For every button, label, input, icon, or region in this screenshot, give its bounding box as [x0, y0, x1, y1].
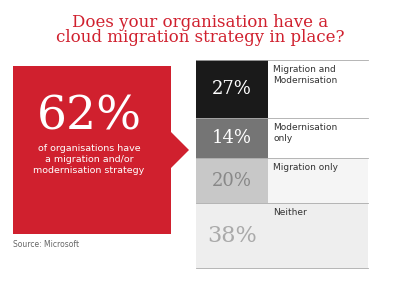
Text: a migration and/or: a migration and/or [45, 155, 133, 164]
Text: of organisations have: of organisations have [38, 144, 140, 153]
Text: Neither: Neither [273, 208, 307, 217]
Polygon shape [13, 66, 189, 234]
Text: 14%: 14% [212, 129, 252, 147]
Text: 62%: 62% [36, 94, 142, 139]
Bar [196, 158, 268, 203]
Text: Migration only: Migration only [273, 163, 338, 172]
Text: 27%: 27% [212, 80, 252, 98]
Text: Does your organisation have a: Does your organisation have a [72, 14, 328, 31]
Bar [196, 60, 268, 118]
Text: Migration and
Modernisation: Migration and Modernisation [273, 65, 337, 85]
Bar [268, 158, 368, 203]
Bar [196, 203, 368, 268]
Bar [268, 118, 368, 158]
Text: modernisation strategy: modernisation strategy [33, 166, 145, 175]
Text: 38%: 38% [207, 225, 257, 246]
Bar [196, 118, 268, 158]
Text: Source: Microsoft: Source: Microsoft [13, 240, 79, 249]
Text: Modernisation
only: Modernisation only [273, 123, 337, 143]
Text: cloud migration strategy in place?: cloud migration strategy in place? [56, 29, 344, 46]
Bar [268, 60, 368, 118]
Text: 20%: 20% [212, 171, 252, 190]
